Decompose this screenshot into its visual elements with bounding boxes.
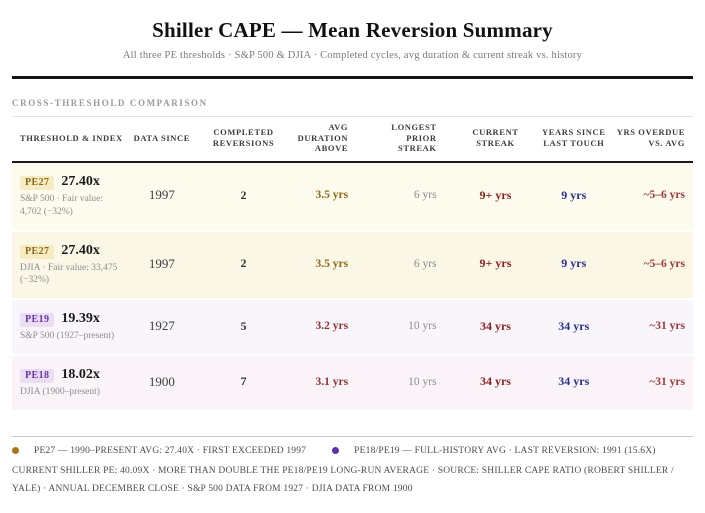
col-header-threshold-index: THRESHOLD & INDEX xyxy=(12,115,128,163)
cell-years-since-touch: 9 yrs xyxy=(536,161,612,231)
cell-yrs-overdue: ~31 yrs xyxy=(611,354,693,412)
footer-legend: PE27 — 1990–PRESENT AVG: 27.40X · FIRST … xyxy=(12,446,693,456)
cell-completed-reversions: 2 xyxy=(195,161,292,231)
cell-data-since: 1927 xyxy=(127,299,196,356)
cell-threshold-index: PE18 18.02x DJIA (1900–present) xyxy=(12,354,128,412)
footer-notes: PE27 — 1990–PRESENT AVG: 27.40X · FIRST … xyxy=(12,435,693,499)
cell-avg-duration: 3.2 yrs xyxy=(291,299,367,356)
title-divider xyxy=(12,76,693,79)
legend-label: PE27 — 1990–PRESENT AVG: 27.40X · FIRST … xyxy=(34,445,307,456)
table-header: THRESHOLD & INDEX DATA SINCE COMPLETED R… xyxy=(12,115,693,163)
index-sublabel: S&P 500 · Fair value: 4,702 (−32%) xyxy=(20,193,104,217)
cell-yrs-overdue: ~5–6 yrs xyxy=(611,161,693,231)
cell-threshold-index: PE19 19.39x S&P 500 (1927–present) xyxy=(12,299,128,356)
cell-current-streak: 9+ yrs xyxy=(454,230,537,300)
table-header-row: THRESHOLD & INDEX DATA SINCE COMPLETED R… xyxy=(12,115,693,163)
cell-years-since-touch: 34 yrs xyxy=(536,299,612,356)
badge-line: PE27 27.40x xyxy=(20,241,128,259)
cell-current-streak: 34 yrs xyxy=(454,354,537,412)
table-row: PE27 27.40x DJIA · Fair value: 33,475 (−3… xyxy=(12,230,693,300)
cell-completed-reversions: 2 xyxy=(195,230,292,300)
cell-longest-prior: 6 yrs xyxy=(366,161,455,231)
cell-completed-reversions: 7 xyxy=(195,354,292,412)
index-sublabel: DJIA (1900–present) xyxy=(20,386,100,397)
comparison-table: THRESHOLD & INDEX DATA SINCE COMPLETED R… xyxy=(12,115,693,412)
footer-note: CURRENT SHILLER PE: 40.09X · MORE THAN D… xyxy=(12,465,674,495)
cell-data-since: 1997 xyxy=(127,161,196,231)
cell-avg-duration: 3.5 yrs xyxy=(291,161,367,231)
table-row: PE18 18.02x DJIA (1900–present) 1900 7 3.… xyxy=(12,354,693,412)
index-sublabel: S&P 500 (1927–present) xyxy=(20,331,115,342)
cell-avg-duration: 3.1 yrs xyxy=(291,354,367,412)
cell-longest-prior: 10 yrs xyxy=(366,299,455,356)
cell-data-since: 1900 xyxy=(127,354,196,412)
cell-years-since-touch: 34 yrs xyxy=(536,354,612,412)
legend-item-pe18-pe19: PE18/PE19 — FULL-HISTORY AVG · LAST REVE… xyxy=(332,446,655,456)
cell-data-since: 1997 xyxy=(127,230,196,300)
page-title: Shiller CAPE — Mean Reversion Summary xyxy=(152,18,553,42)
badge-line: PE19 19.39x xyxy=(20,309,128,328)
cell-current-streak: 9+ yrs xyxy=(454,161,537,231)
threshold-multiple: 18.02x xyxy=(61,366,100,382)
col-header-current-streak: CURRENT STREAK xyxy=(454,115,537,163)
threshold-multiple: 27.40x xyxy=(61,173,100,189)
cell-avg-duration: 3.5 yrs xyxy=(291,230,367,300)
gold-dot-icon xyxy=(12,447,19,455)
table-row: PE27 27.40x S&P 500 · Fair value: 4,702 (… xyxy=(12,161,693,231)
threshold-multiple: 27.40x xyxy=(61,242,100,258)
threshold-badge: PE18 xyxy=(20,368,55,383)
col-header-completed-reversions: COMPLETED REVERSIONS xyxy=(195,115,292,163)
cell-yrs-overdue: ~31 yrs xyxy=(611,299,693,356)
cell-longest-prior: 6 yrs xyxy=(366,230,455,300)
col-header-data-since: DATA SINCE xyxy=(127,115,196,163)
report-page: Shiller CAPE — Mean Reversion Summary Al… xyxy=(12,18,693,499)
col-header-avg-duration: AVG DURATION ABOVE xyxy=(291,115,367,163)
col-header-years-since-touch: YEARS SINCE LAST TOUCH xyxy=(536,115,612,163)
cell-threshold-index: PE27 27.40x S&P 500 · Fair value: 4,702 (… xyxy=(12,161,128,231)
col-header-longest-prior: LONGEST PRIOR STREAK xyxy=(366,115,455,163)
threshold-multiple: 19.39x xyxy=(61,311,100,327)
legend-label: PE18/PE19 — FULL-HISTORY AVG · LAST REVE… xyxy=(354,445,656,456)
index-sublabel: DJIA · Fair value: 33,475 (−32%) xyxy=(20,262,118,286)
page-subtitle: All three PE thresholds · S&P 500 & DJIA… xyxy=(122,50,583,61)
cell-completed-reversions: 5 xyxy=(195,299,292,356)
table-row: PE19 19.39x S&P 500 (1927–present) 1927 5… xyxy=(12,299,693,356)
section-label: CROSS-THRESHOLD COMPARISON xyxy=(12,98,208,108)
cell-threshold-index: PE27 27.40x DJIA · Fair value: 33,475 (−3… xyxy=(12,230,128,300)
col-header-yrs-overdue: YRS OVERDUE VS. AVG xyxy=(611,115,693,163)
badge-line: PE18 18.02x xyxy=(20,365,128,383)
legend-item-pe27: PE27 — 1990–PRESENT AVG: 27.40X · FIRST … xyxy=(12,446,306,456)
threshold-badge: PE19 xyxy=(20,313,55,328)
badge-line: PE27 27.40x xyxy=(20,172,128,190)
cell-longest-prior: 10 yrs xyxy=(366,354,455,412)
cell-current-streak: 34 yrs xyxy=(454,299,537,356)
threshold-badge: PE27 xyxy=(20,175,55,190)
cell-yrs-overdue: ~5–6 yrs xyxy=(611,230,693,300)
cell-years-since-touch: 9 yrs xyxy=(536,230,612,300)
threshold-badge: PE27 xyxy=(20,244,55,259)
purple-dot-icon xyxy=(332,447,340,455)
